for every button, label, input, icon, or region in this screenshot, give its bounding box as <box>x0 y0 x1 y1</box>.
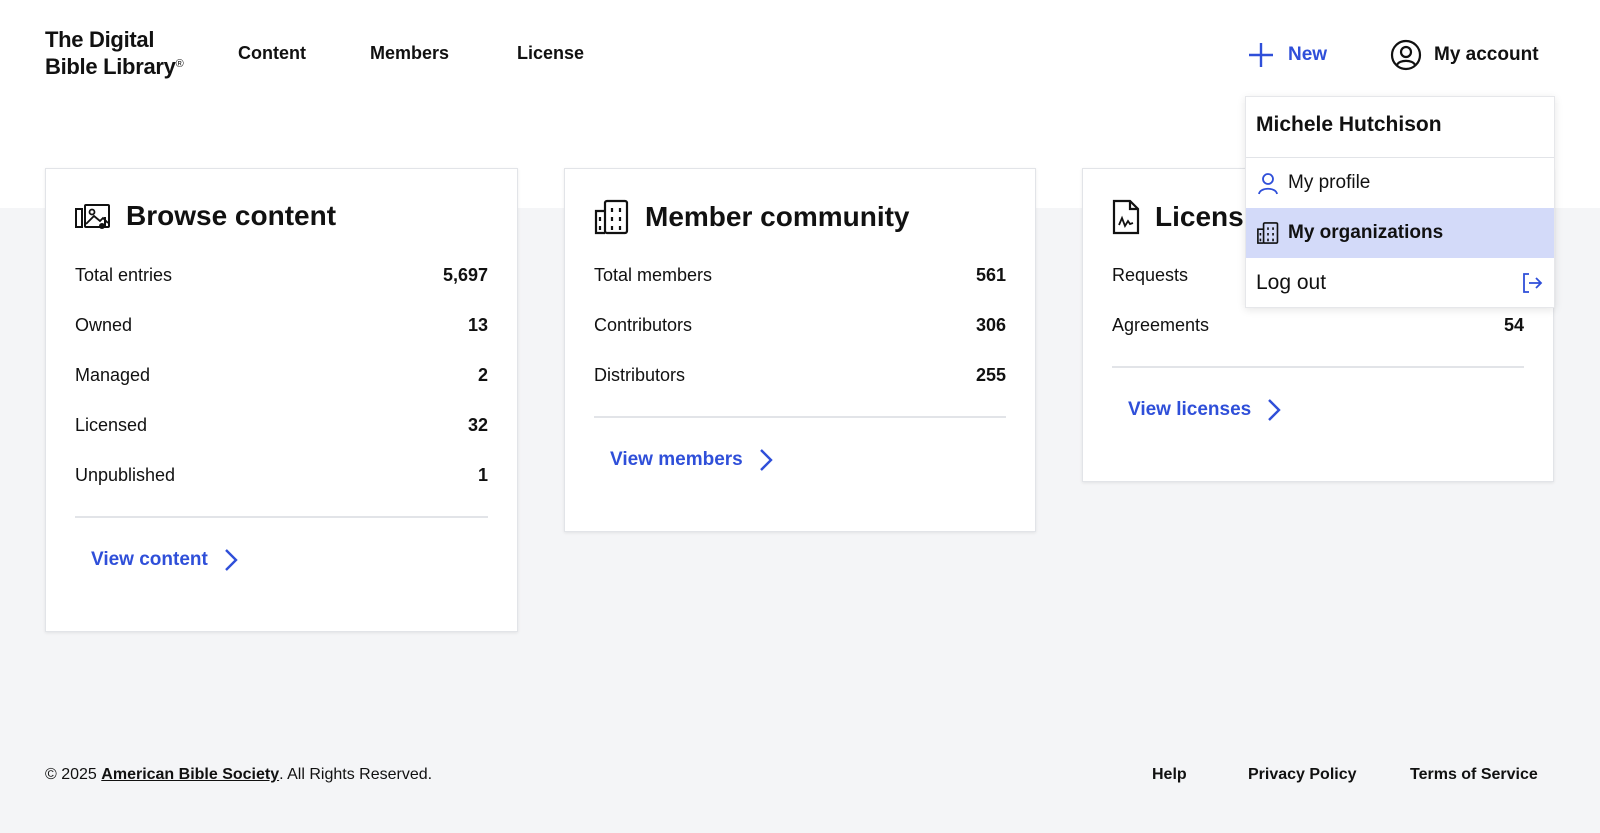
user-circle-icon <box>1390 39 1422 71</box>
stat-row: Managed 2 <box>75 363 488 387</box>
stat-value: 13 <box>467 314 488 335</box>
stat-value: 5,697 <box>442 264 488 285</box>
stat-row: Unpublished 1 <box>75 463 488 487</box>
nav-license[interactable]: License <box>517 43 585 63</box>
stat-label: Managed <box>75 364 151 385</box>
stat-label: Owned <box>75 314 133 335</box>
browse-content-card: Browse content Total entries 5,697 Owned… <box>45 168 518 632</box>
stat-row: Total entries 5,697 <box>75 263 488 287</box>
account-dropdown-menu: Michele Hutchison My profile My organiza… <box>1245 96 1555 308</box>
menu-item-label: My organizations <box>1288 222 1444 243</box>
site-header: The Digital Bible Library® Content Membe… <box>0 0 1600 110</box>
card-divider <box>75 516 488 518</box>
view-content-link[interactable]: View content <box>91 548 238 572</box>
view-licenses-link[interactable]: View licenses <box>1128 398 1281 422</box>
stat-value: 561 <box>975 264 1006 285</box>
view-licenses-label: View licenses <box>1128 399 1252 420</box>
stat-value: 54 <box>1503 314 1524 335</box>
site-logo[interactable]: The Digital Bible Library® <box>45 26 184 80</box>
account-user-name: Michele Hutchison <box>1256 113 1442 136</box>
stat-label: Total entries <box>75 264 173 285</box>
stat-label: Contributors <box>594 314 693 335</box>
plus-icon <box>1249 43 1273 67</box>
american-bible-society-link[interactable]: American Bible Society <box>101 766 280 783</box>
chevron-right-icon <box>1268 399 1281 421</box>
view-members-label: View members <box>610 449 743 470</box>
logout-icon <box>1523 273 1543 293</box>
menu-item-my-profile[interactable]: My profile <box>1246 158 1554 208</box>
my-account-button[interactable]: My account <box>1390 38 1539 72</box>
stat-value: 306 <box>975 314 1006 335</box>
stat-label: Licensed <box>75 414 148 435</box>
document-signature-icon <box>1112 199 1140 235</box>
view-content-label: View content <box>91 549 208 570</box>
footer-terms-link[interactable]: Terms of Service <box>1410 766 1538 783</box>
stat-label: Agreements <box>1112 314 1210 335</box>
stat-label: Total members <box>594 264 713 285</box>
stat-label: Unpublished <box>75 464 176 485</box>
log-out-label: Log out <box>1256 271 1327 294</box>
site-footer: © 2025 American Bible Society. All Right… <box>0 760 1600 792</box>
new-button-label: New <box>1288 44 1328 65</box>
menu-item-log-out[interactable]: Log out <box>1246 258 1554 307</box>
stat-row: Distributors 255 <box>594 363 1006 387</box>
menu-item-label: My profile <box>1288 172 1371 193</box>
registered-mark: ® <box>175 58 184 70</box>
card-title: Member community <box>645 201 910 232</box>
user-icon <box>1258 173 1278 195</box>
footer-privacy-link[interactable]: Privacy Policy <box>1248 766 1357 783</box>
nav-members[interactable]: Members <box>370 43 450 63</box>
chevron-right-icon <box>224 549 238 571</box>
card-title: Browse content <box>126 200 337 231</box>
stat-value: 1 <box>477 464 488 485</box>
dropdown-divider <box>1246 157 1554 158</box>
building-icon <box>1257 222 1279 244</box>
media-library-icon <box>75 204 110 229</box>
view-members-link[interactable]: View members <box>610 448 773 472</box>
stat-row: Total members 561 <box>594 263 1006 287</box>
logo-line-2: Bible Library® <box>45 54 184 79</box>
member-community-card: Member community Total members 561 Contr… <box>564 168 1036 532</box>
my-account-label: My account <box>1434 44 1539 65</box>
copyright-text: © 2025 American Bible Society. All Right… <box>45 766 433 783</box>
logo-line-1: The Digital <box>45 27 155 52</box>
card-divider <box>594 416 1006 418</box>
card-title: Licens <box>1155 201 1244 232</box>
stat-row: Licensed 32 <box>75 413 488 437</box>
chevron-right-icon <box>759 449 773 471</box>
stat-value: 32 <box>467 414 488 435</box>
stat-row: Requests <box>1112 263 1524 287</box>
building-icon <box>594 199 629 235</box>
stat-row: Contributors 306 <box>594 313 1006 337</box>
new-button[interactable]: New <box>1248 40 1327 70</box>
footer-help-link[interactable]: Help <box>1152 766 1187 783</box>
menu-item-my-organizations[interactable]: My organizations <box>1246 208 1554 258</box>
nav-content[interactable]: Content <box>238 43 306 63</box>
stat-value: 255 <box>975 364 1006 385</box>
stat-label: Distributors <box>594 364 686 385</box>
stat-row: Owned 13 <box>75 313 488 337</box>
card-divider <box>1112 366 1524 368</box>
stat-label: Requests <box>1112 264 1189 285</box>
stat-value: 2 <box>477 364 488 385</box>
stat-row: Agreements 54 <box>1112 313 1524 337</box>
